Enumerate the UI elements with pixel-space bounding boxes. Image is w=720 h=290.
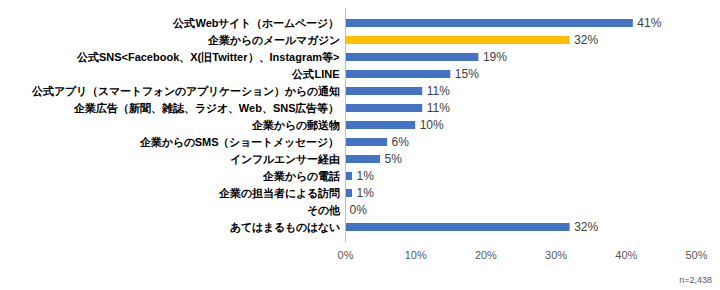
svg-text:0%: 0%: [350, 203, 368, 217]
svg-text:6%: 6%: [392, 135, 410, 149]
svg-text:企業からの電話: 企業からの電話: [262, 170, 340, 182]
svg-text:41%: 41%: [637, 16, 661, 30]
svg-text:10%: 10%: [420, 118, 444, 132]
svg-text:企業の担当者による訪問: 企業の担当者による訪問: [218, 187, 340, 199]
svg-text:インフルエンサー経由: インフルエンサー経由: [230, 153, 340, 165]
svg-text:企業からのメールマガジン: 企業からのメールマガジン: [207, 34, 340, 46]
svg-text:20%: 20%: [475, 249, 497, 261]
svg-text:15%: 15%: [455, 67, 479, 81]
svg-text:あてはまるものはない: あてはまるものはない: [230, 221, 340, 234]
svg-text:公式Webサイト（ホームページ）: 公式Webサイト（ホームページ）: [172, 17, 339, 30]
svg-text:その他: その他: [307, 204, 341, 217]
svg-text:19%: 19%: [483, 50, 507, 64]
svg-text:32%: 32%: [574, 220, 598, 234]
svg-text:1%: 1%: [357, 186, 375, 200]
svg-text:1%: 1%: [357, 169, 375, 183]
svg-text:公式SNS<Facebook、X(旧Twitter）、Ins: 公式SNS<Facebook、X(旧Twitter）、Instagram等>: [76, 51, 340, 64]
svg-text:企業広告（新聞、雑誌、ラジオ、Web、SNS広告等）: 企業広告（新聞、雑誌、ラジオ、Web、SNS広告等）: [73, 102, 340, 115]
svg-text:企業からのSMS（ショートメッセージ）: 企業からのSMS（ショートメッセージ）: [139, 136, 340, 149]
svg-text:32%: 32%: [574, 33, 598, 47]
svg-text:10%: 10%: [405, 249, 427, 261]
html-text:n=2,438: n=2,438: [679, 275, 712, 285]
svg-text:企業からの郵送物: 企業からの郵送物: [251, 119, 340, 131]
svg-text:11%: 11%: [427, 101, 450, 115]
svg-text:11%: 11%: [427, 84, 450, 98]
svg-text:公式アプリ（スマートフォンのアプリケーション）からの通知: 公式アプリ（スマートフォンのアプリケーション）からの通知: [31, 85, 340, 98]
svg-text:50%: 50%: [685, 249, 707, 261]
svg-text:5%: 5%: [385, 152, 403, 166]
svg-text:30%: 30%: [545, 249, 567, 261]
svg-text:0%: 0%: [338, 249, 354, 261]
svg-text:40%: 40%: [615, 249, 637, 261]
svg-text:公式LINE: 公式LINE: [291, 68, 339, 80]
